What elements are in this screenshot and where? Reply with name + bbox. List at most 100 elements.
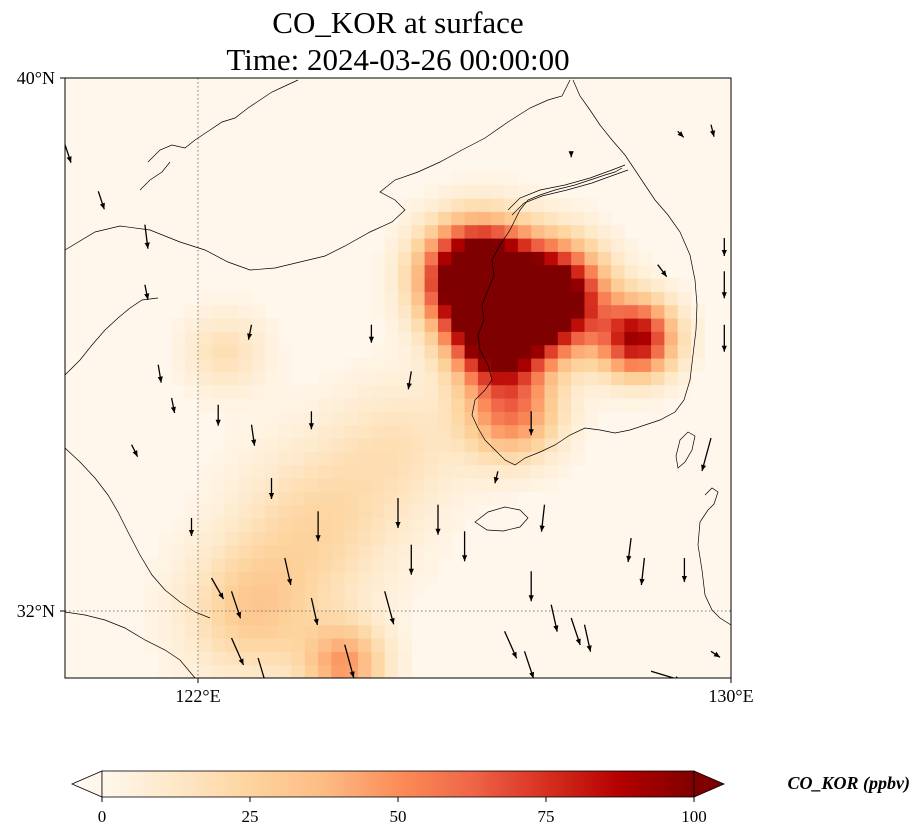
field-cell <box>158 531 173 546</box>
map-title-line2: Time: 2024-03-26 00:00:00 <box>226 42 569 77</box>
wind-arrow-head <box>313 618 319 625</box>
field-cell <box>504 198 519 212</box>
field-cell <box>291 411 306 426</box>
field-cell <box>358 638 372 652</box>
field-cell <box>398 651 412 666</box>
field-cell <box>398 531 412 546</box>
field-cell <box>251 518 266 532</box>
field-cell <box>211 464 226 479</box>
wind-arrow-head <box>395 522 401 528</box>
field-cell <box>477 384 492 399</box>
field-cell <box>597 358 612 372</box>
field-cell <box>464 398 479 412</box>
field-cell <box>304 504 319 519</box>
field-cell <box>411 331 426 346</box>
field-cell <box>611 251 625 266</box>
colorbar-tick-label: 0 <box>98 807 107 826</box>
wind-arrow-head <box>586 645 592 652</box>
field-cell <box>158 544 173 559</box>
field-cell <box>411 451 426 466</box>
field-cell <box>597 371 612 386</box>
field-cell <box>504 278 519 292</box>
field-cell <box>411 544 426 559</box>
field-cell <box>424 571 439 586</box>
field-cell <box>198 358 213 372</box>
field-cell <box>491 344 506 359</box>
field-cell <box>531 198 546 212</box>
field-cell <box>371 558 386 572</box>
field-cell <box>171 638 186 652</box>
field-cell <box>184 664 199 678</box>
field-cell <box>571 291 586 306</box>
field-cell <box>224 411 239 426</box>
field-cell <box>531 251 546 266</box>
field-cell <box>278 358 292 372</box>
field-cell <box>424 544 439 559</box>
field-cell <box>424 398 439 412</box>
field-cell <box>464 491 479 506</box>
field-cell <box>584 304 599 319</box>
field-cell <box>358 584 372 599</box>
field-cell <box>384 491 399 506</box>
field-cell <box>438 344 452 359</box>
field-cell <box>358 464 372 479</box>
field-cell <box>224 651 239 666</box>
field-cell <box>278 531 292 546</box>
field-cell <box>597 318 612 332</box>
field-cell <box>477 424 492 439</box>
field-cell <box>531 478 546 492</box>
field-cell <box>318 518 332 532</box>
field-cell <box>424 518 439 532</box>
gridlines <box>65 78 731 678</box>
wind-arrow <box>344 644 355 678</box>
field-cell <box>517 464 532 479</box>
field-cell <box>398 251 412 266</box>
field-cell <box>198 344 213 359</box>
field-cell <box>411 518 426 532</box>
wind-arrow <box>657 264 668 278</box>
wind-arrow <box>97 191 105 210</box>
field-cell <box>224 451 239 466</box>
field-cell <box>544 358 559 372</box>
field-cell <box>677 304 692 319</box>
field-cell <box>517 251 532 266</box>
field-cell <box>531 424 546 439</box>
field-cell <box>371 358 386 372</box>
field-cell <box>238 344 253 359</box>
field-cell <box>531 358 546 372</box>
wind-arrow <box>250 424 257 446</box>
field-cell <box>504 371 519 386</box>
wind-arrow-head <box>721 292 727 299</box>
field-cell <box>517 291 532 306</box>
field-cell <box>424 238 439 252</box>
field-cell <box>211 598 226 612</box>
field-cell <box>677 384 692 399</box>
wind-arrow-head <box>215 419 221 426</box>
field-cell <box>331 411 346 426</box>
field-cell <box>211 504 226 519</box>
field-cell <box>438 184 452 199</box>
field-cell <box>211 304 226 319</box>
field-cell <box>238 424 253 439</box>
field-cell <box>251 371 266 386</box>
wind-arrow <box>310 597 319 626</box>
field-cell <box>264 664 279 678</box>
field-cell <box>398 344 412 359</box>
field-cell <box>597 344 612 359</box>
field-cell <box>238 464 253 479</box>
field-cell <box>517 238 532 252</box>
field-cell <box>304 558 319 572</box>
field-cell <box>371 624 386 639</box>
field-cell <box>491 224 506 239</box>
field-cell <box>438 238 452 252</box>
colorbar-label: CO_KOR (ppbv) <box>788 773 911 794</box>
field-cell <box>544 198 559 212</box>
field-cell <box>291 464 306 479</box>
field-cell <box>611 371 625 386</box>
field-cell <box>544 398 559 412</box>
field-cell <box>224 438 239 452</box>
field-cell <box>477 211 492 226</box>
field-cell <box>198 398 213 412</box>
field-cell <box>597 304 612 319</box>
field-cell <box>424 331 439 346</box>
